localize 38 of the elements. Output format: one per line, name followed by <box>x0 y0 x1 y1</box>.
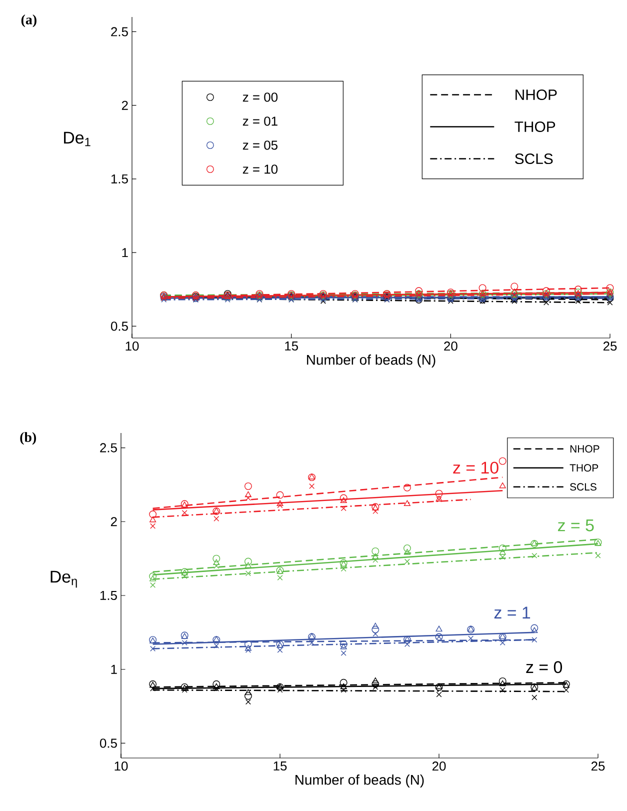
y-tick-label: 2 <box>110 517 117 526</box>
legend-label: z = 01 <box>242 116 278 126</box>
x-tick-label: 20 <box>432 762 446 771</box>
y-tick-label: 2 <box>122 100 128 110</box>
x-tick-label: 25 <box>603 342 617 351</box>
y-tick-label: 1 <box>122 248 128 258</box>
x-tick-label: 15 <box>285 342 298 351</box>
legend-label: SCLS <box>515 153 553 164</box>
y-axis-title: De$_{1}$ <box>64 132 90 146</box>
legend-label: NHOP <box>570 445 600 453</box>
legend-label: SCLS <box>570 483 596 491</box>
y-tick-label: 2.5 <box>111 27 128 36</box>
legend-label: z = 10 <box>242 164 278 174</box>
series-label: z = 5 <box>558 519 594 532</box>
series-label: z = 10 <box>453 462 498 474</box>
x-tick-label: 15 <box>274 762 287 771</box>
series-label: z = 0 <box>526 661 562 674</box>
y-tick-label: 1.5 <box>111 174 128 184</box>
chart-title: (b) <box>20 432 36 445</box>
x-tick-label: 20 <box>444 342 458 351</box>
x-tick-label: 10 <box>114 762 128 771</box>
legend-label: NHOP <box>516 89 557 100</box>
legend-label: THOP <box>570 464 598 472</box>
legend-label: THOP <box>514 121 556 132</box>
legend-label: z = 05 <box>242 140 278 150</box>
y-axis-title: De$_{η}$ <box>50 570 77 588</box>
y-tick-label: 0.5 <box>110 322 128 331</box>
legend-label: z = 00 <box>242 92 278 102</box>
x-tick-label: 10 <box>126 342 139 351</box>
x-tick-label: 25 <box>591 762 605 771</box>
series-label: z = 1 <box>494 606 530 618</box>
y-tick-label: 2.5 <box>100 443 117 452</box>
chart-title: (a) <box>21 14 36 28</box>
y-tick-label: 1.5 <box>100 590 117 600</box>
y-tick-label: 0.5 <box>100 738 117 748</box>
x-axis-title: Number of beads (N) <box>296 774 424 788</box>
x-axis-title: Number of beads (N) <box>307 354 436 368</box>
y-tick-label: 1 <box>111 664 117 674</box>
